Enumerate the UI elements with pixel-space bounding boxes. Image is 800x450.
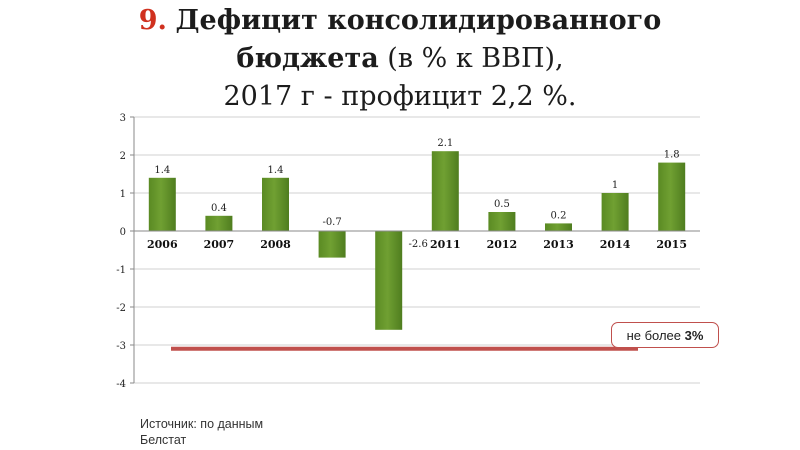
- title-number: 9.: [138, 5, 167, 36]
- y-tick-label: 3: [120, 113, 126, 124]
- source-line-2: Белстат: [140, 433, 187, 447]
- y-tick-label: -1: [116, 265, 126, 276]
- bar: [545, 223, 572, 231]
- x-tick-label: 2007: [204, 238, 235, 251]
- source-line-1: Источник: по данным: [140, 417, 264, 431]
- y-tick-label: 0: [120, 227, 126, 238]
- x-tick-label: 2008: [260, 238, 291, 251]
- threshold-label-value: 3%: [684, 328, 704, 343]
- x-tick-label: 2014: [600, 238, 631, 251]
- bar: [262, 177, 289, 231]
- title-line-1: 9. Дефицит консолидированного: [0, 2, 800, 40]
- title-line2-rest: (в % к ВВП),: [378, 43, 564, 74]
- data-label: 1.4: [268, 165, 284, 176]
- bar: [205, 215, 233, 231]
- y-tick-label: 2: [120, 151, 126, 162]
- bar: [148, 177, 176, 231]
- title-line-3: 2017 г - профицит 2,2 %.: [223, 81, 577, 112]
- x-tick-label: 2006: [147, 238, 178, 251]
- title-line-2: бюджета (в % к ВВП),: [0, 40, 800, 78]
- data-label: 1: [612, 180, 618, 191]
- bar: [431, 151, 459, 231]
- x-tick-label: 2013: [543, 238, 574, 251]
- bar: [658, 162, 686, 231]
- bar: [601, 193, 629, 231]
- bar: [375, 231, 403, 330]
- y-tick-label: 1: [120, 189, 126, 200]
- page-title: 9. Дефицит консолидированного бюджета (в…: [0, 2, 800, 116]
- x-tick-label: 2012: [487, 238, 518, 251]
- bar: [488, 212, 516, 231]
- data-label: 2.1: [437, 138, 453, 149]
- data-label: 1.8: [664, 150, 680, 161]
- y-tick-label: -2: [116, 303, 126, 314]
- title-line1-text: Дефицит консолидированного: [175, 5, 662, 36]
- y-tick-label: -4: [116, 379, 126, 390]
- threshold-callout: не более 3%: [611, 322, 719, 348]
- data-label: 1.4: [154, 165, 170, 176]
- title-line2-bold: бюджета: [236, 43, 379, 74]
- data-label: 0.4: [211, 203, 227, 214]
- bar: [318, 231, 346, 258]
- x-tick-label: 2015: [656, 238, 687, 251]
- data-label: 0.5: [494, 199, 510, 210]
- y-tick-label: -3: [116, 341, 126, 352]
- data-label: 0.2: [551, 210, 567, 221]
- data-label: -2.6: [409, 239, 428, 250]
- source-note: Источник: по данным Белстат: [140, 416, 263, 448]
- threshold-label-text: не более: [626, 328, 685, 343]
- data-label: -0.7: [322, 217, 341, 228]
- x-tick-label: 2011: [430, 238, 461, 251]
